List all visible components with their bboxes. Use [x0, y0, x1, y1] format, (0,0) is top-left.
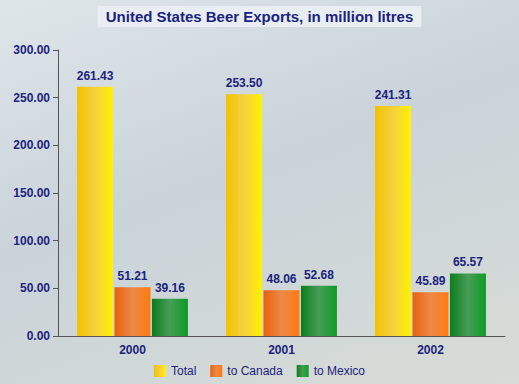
svg-text:2000: 2000 — [119, 343, 146, 357]
svg-text:2002: 2002 — [417, 343, 444, 357]
svg-text:241.31: 241.31 — [375, 88, 412, 102]
svg-text:39.16: 39.16 — [155, 281, 185, 295]
svg-text:2001: 2001 — [268, 343, 295, 357]
svg-text:Total: Total — [171, 364, 196, 378]
svg-text:45.89: 45.89 — [415, 274, 445, 288]
svg-text:United States Beer Exports, in: United States Beer Exports, in million l… — [106, 8, 414, 25]
svg-text:0.00: 0.00 — [27, 329, 51, 343]
svg-text:250.00: 250.00 — [13, 91, 50, 105]
svg-text:to Mexico: to Mexico — [314, 364, 366, 378]
svg-text:253.50: 253.50 — [226, 76, 263, 90]
svg-text:51.21: 51.21 — [117, 269, 147, 283]
svg-text:50.00: 50.00 — [20, 281, 50, 295]
svg-text:52.68: 52.68 — [304, 268, 334, 282]
svg-text:100.00: 100.00 — [13, 234, 50, 248]
svg-text:65.57: 65.57 — [453, 255, 483, 269]
svg-text:200.00: 200.00 — [13, 138, 50, 152]
svg-text:48.06: 48.06 — [266, 272, 296, 286]
svg-text:150.00: 150.00 — [13, 186, 50, 200]
svg-text:261.43: 261.43 — [77, 69, 114, 83]
svg-text:300.00: 300.00 — [13, 43, 50, 57]
svg-text:to Canada: to Canada — [227, 364, 283, 378]
